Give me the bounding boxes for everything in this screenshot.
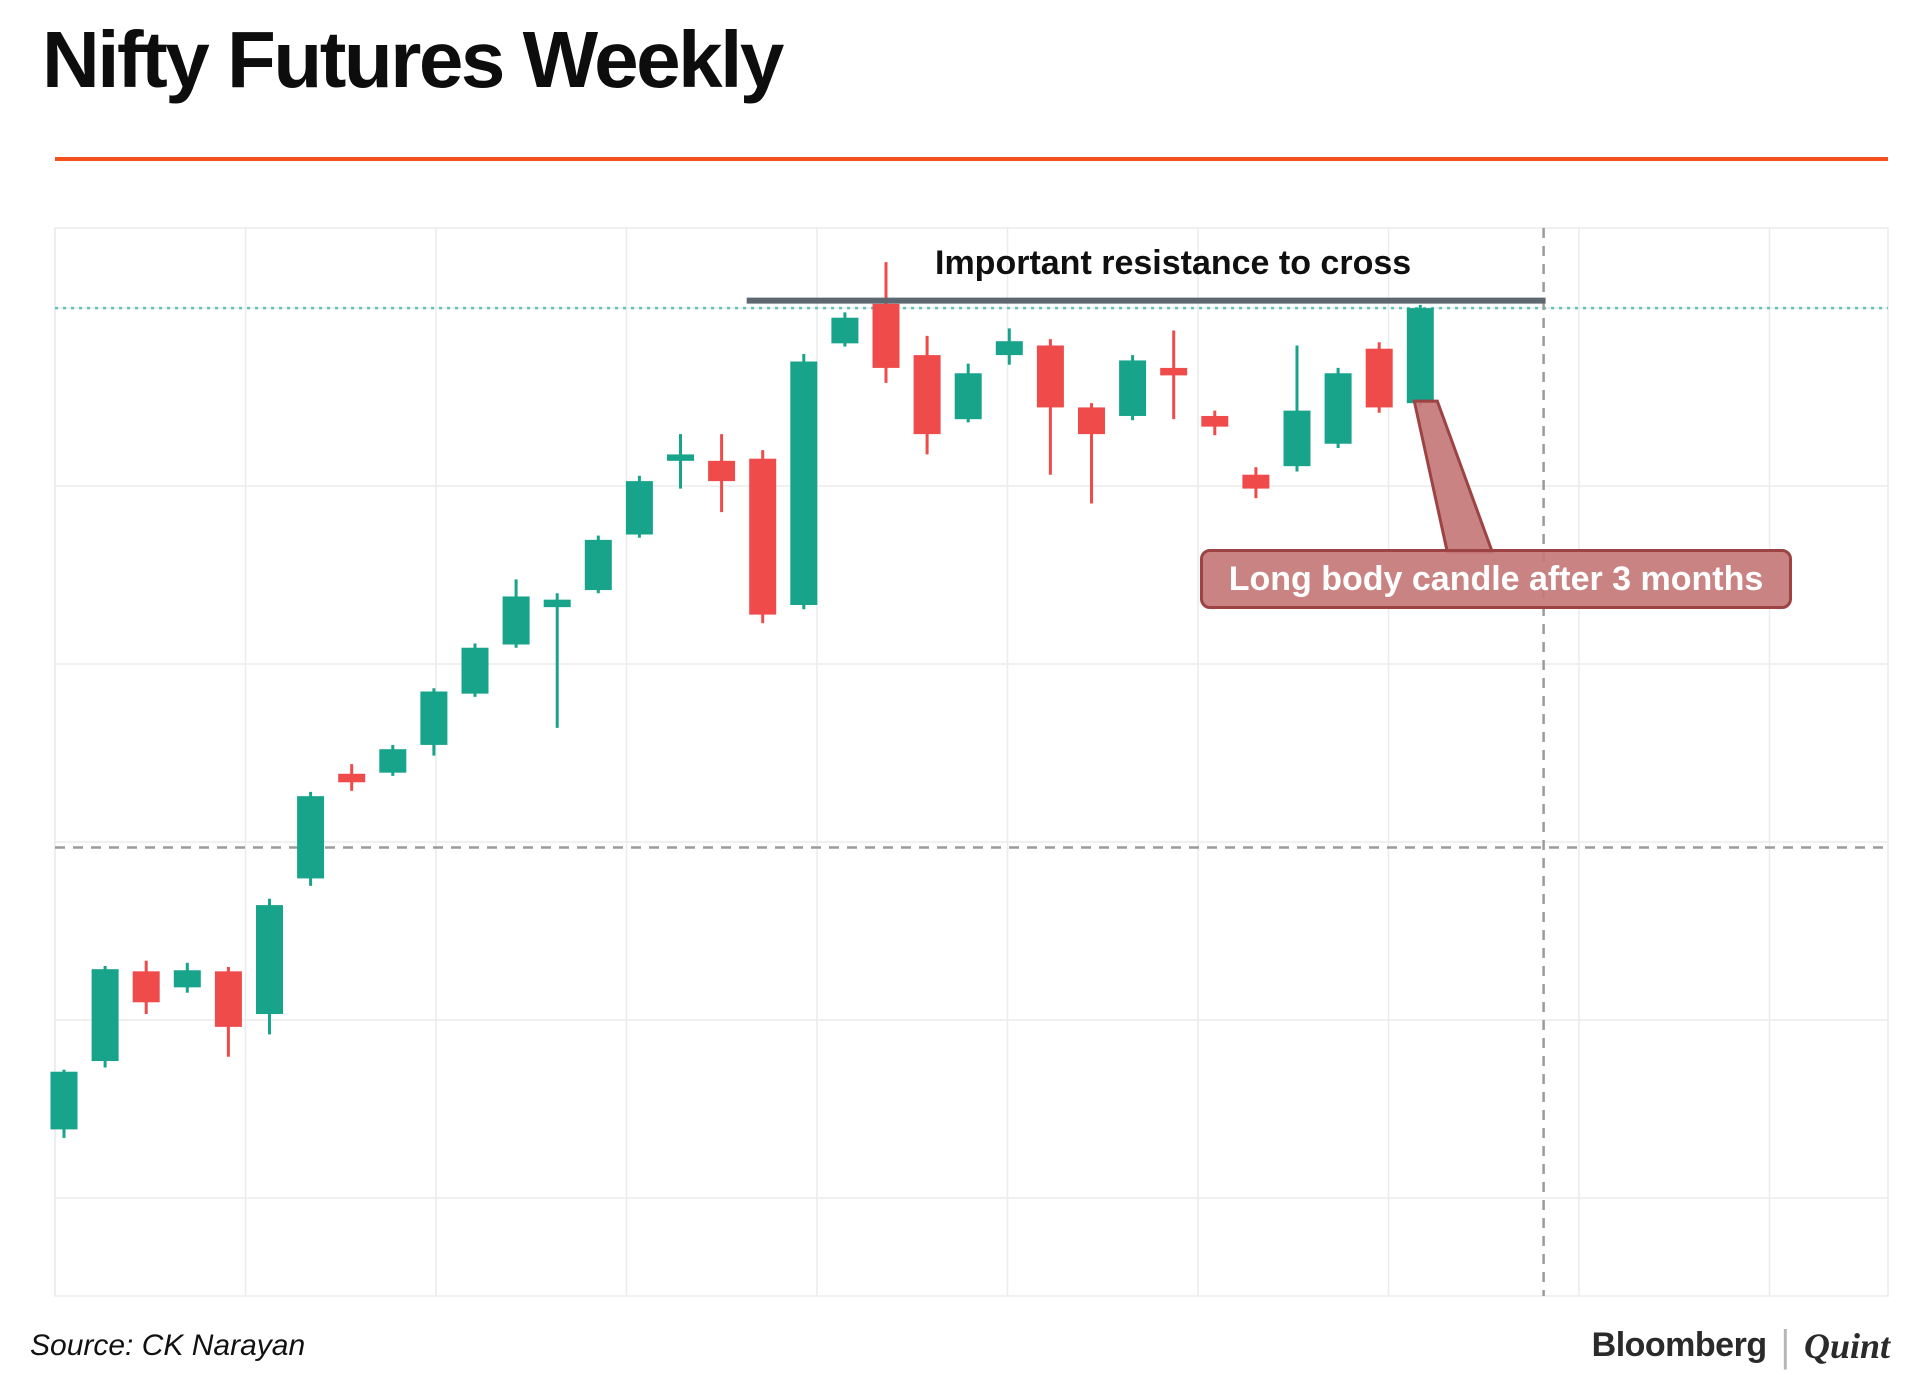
source-credit: Source: CK Narayan <box>30 1328 306 1362</box>
page-title: Nifty Futures Weekly <box>42 15 784 104</box>
logo-divider: | <box>1780 1320 1790 1370</box>
bloombergquint-logo: Bloomberg | Quint <box>1591 1320 1890 1369</box>
quint-logo: Quint <box>1803 1325 1890 1366</box>
long-body-candle-callout: Long body candle after 3 months <box>1200 549 1792 609</box>
bloomberg-logo: Bloomberg <box>1591 1326 1767 1364</box>
title-underline <box>55 157 1888 161</box>
callout-label: Long body candle after 3 months <box>1228 559 1764 598</box>
resistance-annotation: Important resistance to cross <box>935 244 1412 282</box>
footer: Source: CK Narayan Bloomberg | Quint <box>0 1316 1920 1375</box>
